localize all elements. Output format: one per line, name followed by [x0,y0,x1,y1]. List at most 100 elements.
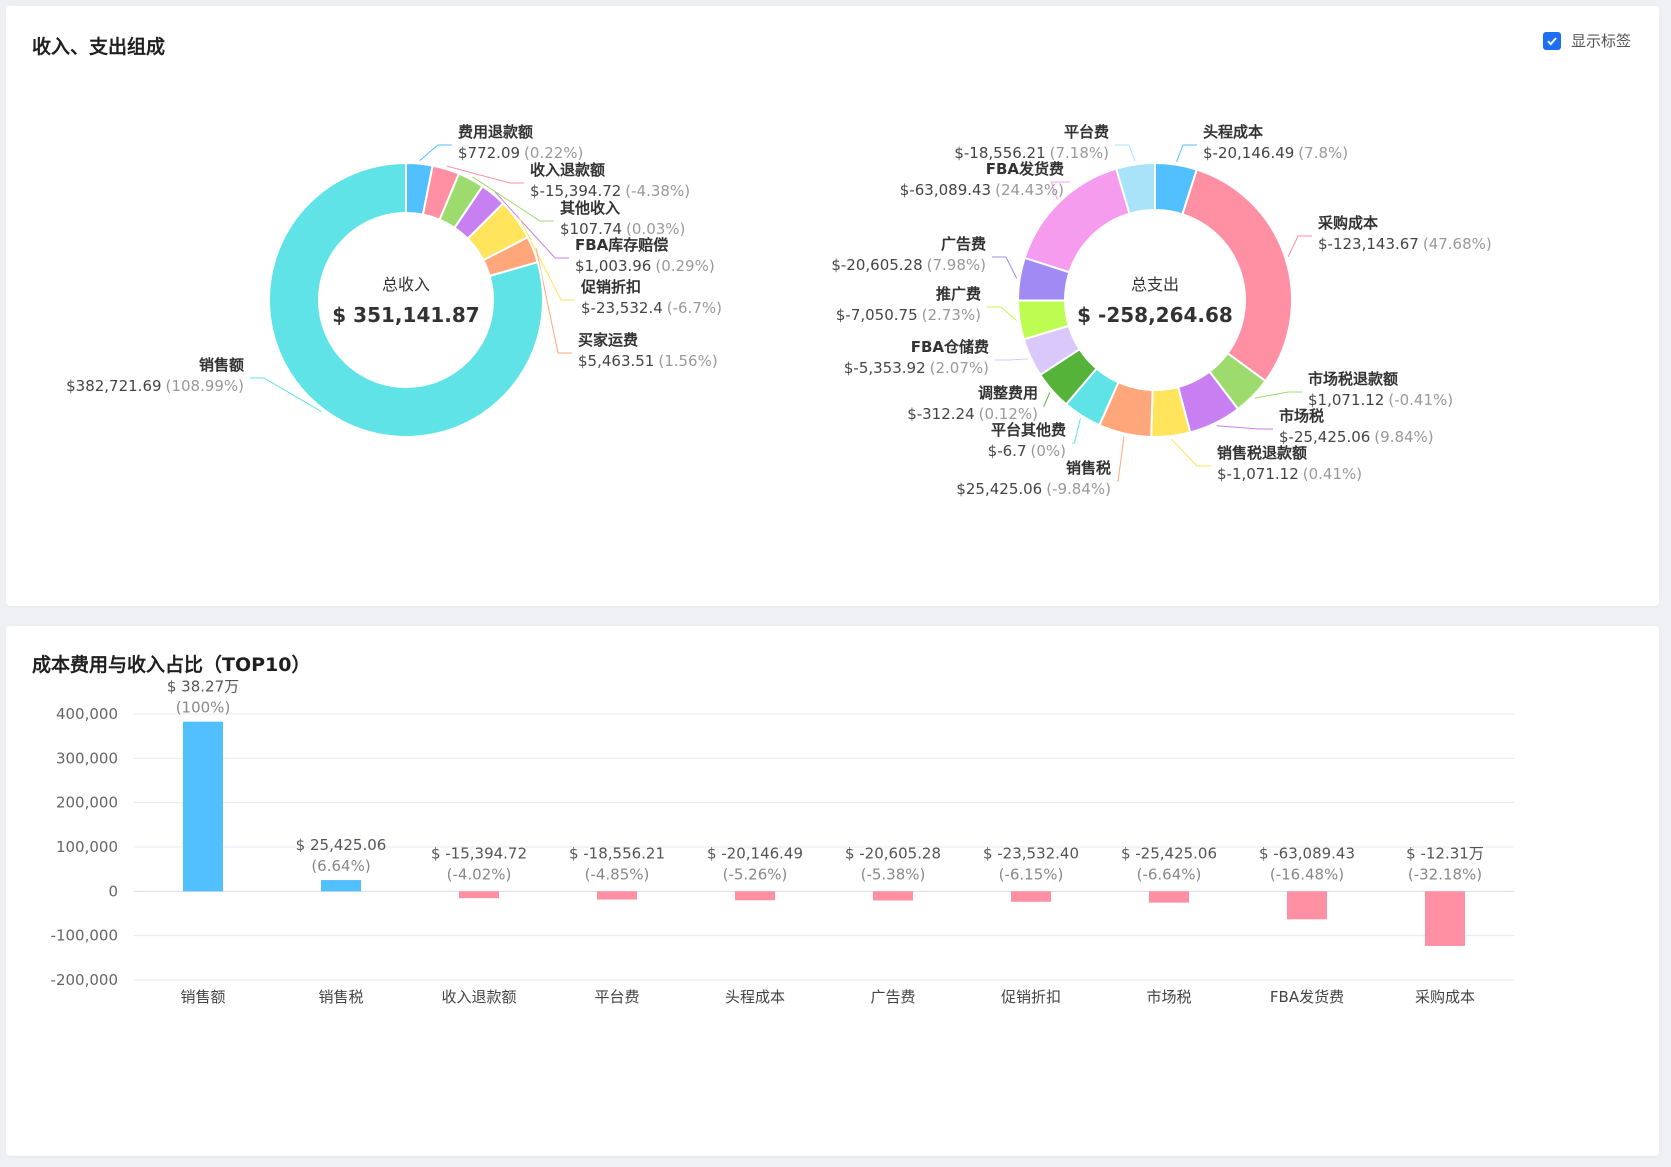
slice-label-name: 调整费用 [978,384,1038,402]
x-category-label: 销售税 [318,988,363,1006]
slice-label-name: 头程成本 [1203,123,1263,141]
bar-percent-label: (-5.26%) [723,865,788,883]
show-labels-toggle[interactable]: 显示标签 [1542,30,1631,51]
bar[interactable] [873,891,913,901]
slice-label-value: $-15,394.72 (-4.38%) [530,182,690,200]
slice-label-name: 其他收入 [560,199,620,217]
bar-percent-label: (-5.38%) [861,865,926,883]
top10-title: 成本费用与收入占比（TOP10） [32,654,311,676]
bar[interactable] [459,891,499,899]
slice-label-value: $-20,605.28 (7.98%) [831,256,986,274]
donut-slice[interactable] [1181,168,1293,383]
donut-chart-1: 头程成本 $-20,146.49 (7.8%) 采购成本 $-123,143.67 (47… [831,123,1491,498]
slice-label-name: 采购成本 [1317,214,1378,232]
bar[interactable] [321,880,361,892]
x-category-label: 促销折扣 [1001,988,1061,1006]
x-category-label: 头程成本 [725,988,785,1006]
y-tick-label: 300,000 [56,749,118,767]
slice-label-value: $5,463.51 (1.56%) [578,352,718,370]
slice-label-value: $-5,353.92 (2.07%) [844,359,989,377]
slice-label-value: $-63,089.43 (24.43%) [900,181,1064,199]
bar-percent-label: (-4.02%) [447,865,512,883]
label-leader-line [1216,425,1273,430]
label-leader-line [987,306,1017,321]
slice-label-name: 市场税退款额 [1308,370,1398,388]
y-tick-label: 0 [108,882,118,900]
donut-center-title: 总支出 [1131,275,1179,294]
y-tick-label: 100,000 [56,838,118,856]
donut-slice[interactable] [268,161,544,438]
donut-center-value: $ -258,264.68 [1077,303,1233,327]
bar[interactable] [735,891,775,901]
x-category-label: 广告费 [870,988,915,1006]
label-leader-line [250,377,323,413]
slice-label-value: $1,003.96 (0.29%) [575,257,715,275]
slice-label-value: $-23,532.4 (-6.7%) [581,299,722,317]
slice-label-value: $382,721.69 (108.99%) [66,377,244,395]
slice-label-name: FBA库存赔偿 [575,236,668,254]
slice-label-value: $107.74 (0.03%) [560,220,685,238]
slice-label-name: 销售额 [199,356,244,374]
y-tick-label: 400,000 [56,705,118,723]
bar[interactable] [1287,891,1327,920]
bar[interactable] [183,721,223,892]
label-leader-line [494,191,569,259]
slice-label-value: $772.09 (0.22%) [458,144,583,162]
label-leader-line [1176,144,1197,162]
slice-label-value: $-312.24 (0.12%) [907,405,1038,423]
x-category-label: 收入退款额 [441,988,516,1006]
slice-label-name: FBA发货费 [986,160,1064,178]
label-leader-line [518,217,575,301]
bar-value-label: $ -15,394.72 [431,844,527,862]
slice-label-name: 收入退款额 [530,161,605,179]
bar-value-label: $ 38.27万 [167,678,239,696]
composition-title: 收入、支出组成 [32,36,166,58]
bar-value-label: $ 25,425.06 [296,836,387,854]
slice-label-name: 销售税 [1066,459,1111,477]
show-labels-label: 显示标签 [1570,32,1631,50]
slice-label-name: 推广费 [936,285,981,303]
bar-value-label: $ -20,605.28 [845,844,941,862]
label-leader-line [1072,418,1081,444]
label-leader-line [992,256,1018,279]
composition-card: 收入、支出组成 显示标签 费用退款额 $772.09 (0.22%) 收入退款额 $-1… [6,6,1659,606]
slice-label-name: 市场税 [1279,407,1324,425]
label-leader-line [995,358,1029,361]
label-leader-line [1287,235,1312,257]
y-tick-label: -100,000 [51,927,118,945]
bar-percent-label: (-6.15%) [999,865,1064,883]
bar-value-label: $ -12.31万 [1406,844,1484,862]
donut-charts: 费用退款额 $772.09 (0.22%)收入退款额 $-15,394.72 (-4.3… [66,123,1492,498]
slice-label-value: $-25,425.06 (9.84%) [1279,428,1434,446]
donut-center-title: 总收入 [382,275,430,294]
slice-label-name: 促销折扣 [580,278,641,296]
label-leader-line [1043,392,1051,407]
x-category-label: 平台费 [594,988,639,1006]
bar[interactable] [1011,891,1051,902]
bar[interactable] [1425,891,1465,946]
label-leader-line [1117,436,1125,482]
slice-label-name: 广告费 [941,235,986,253]
bar[interactable] [1149,891,1189,903]
label-leader-line [419,144,452,162]
bar-percent-label: (-16.48%) [1270,865,1344,883]
slice-label-name: FBA仓储费 [911,338,989,356]
slice-label-value: $-7,050.75 (2.73%) [836,306,981,324]
donut-chart-0: 费用退款额 $772.09 (0.22%)收入退款额 $-15,394.72 (-4.3… [66,123,722,438]
slice-label-value: $1,071.12 (-0.41%) [1308,391,1453,409]
checkbox-checked-icon[interactable] [1542,31,1561,50]
bar-percent-label: (-6.64%) [1137,865,1202,883]
bar-percent-label: (6.64%) [311,857,370,875]
slice-label-name: 平台其他费 [991,421,1066,439]
bar-chart-group: 400,000 300,000 200,000 100,000 0 -100,000 -20… [51,678,1514,1006]
label-leader-line [1050,181,1070,200]
bar-percent-label: (-32.18%) [1408,865,1482,883]
bar-percent-label: (-4.85%) [585,865,650,883]
bar[interactable] [597,891,637,900]
x-category-label: 销售额 [180,988,225,1006]
top10-card: 成本费用与收入占比（TOP10） 400,000 300,000 200,000 10… [6,626,1659,1156]
y-tick-label: 200,000 [56,794,118,812]
label-leader-line [1115,144,1136,162]
bar-value-label: $ -20,146.49 [707,844,803,862]
donut-slice[interactable] [1114,161,1156,215]
